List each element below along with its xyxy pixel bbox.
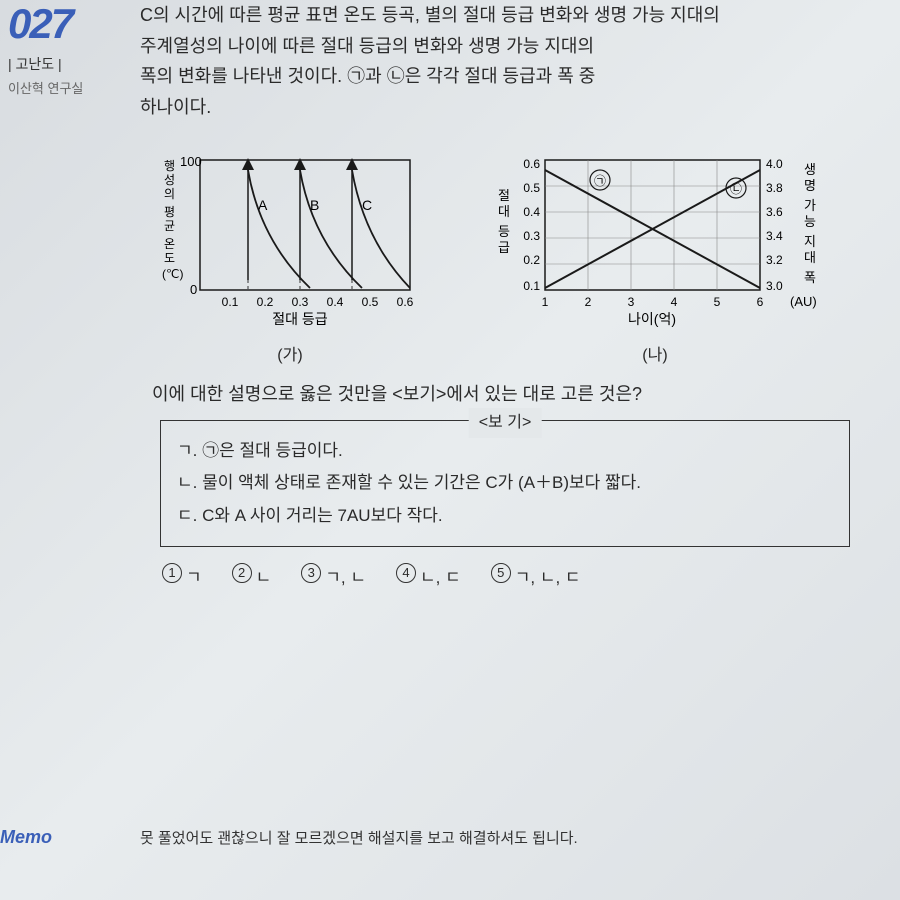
body-line: 하나이다. [140, 92, 870, 123]
svg-text:3.2: 3.2 [766, 253, 783, 267]
choice-text: ㄱ [186, 563, 202, 588]
svg-text:급: 급 [498, 240, 510, 255]
svg-text:0.5: 0.5 [523, 181, 540, 195]
svg-text:도: 도 [164, 251, 175, 265]
svg-text:0.2: 0.2 [523, 253, 540, 267]
question-number: 027 [8, 0, 118, 48]
svg-text:B: B [310, 197, 319, 213]
svg-text:0.1: 0.1 [523, 279, 540, 293]
bogi-box: <보 기> ㄱ. ㉠은 절대 등급이다. ㄴ. 물이 액체 상태로 존재할 수 … [160, 420, 850, 547]
chart-a: 행 성 의 평 균 온 도 (℃) 100 0 0.1 0.2 [150, 140, 430, 330]
svg-text:0.1: 0.1 [222, 295, 239, 309]
chart-a-caption: (가) [150, 341, 430, 365]
svg-text:㉡: ㉡ [730, 182, 742, 196]
svg-text:0.3: 0.3 [523, 229, 540, 243]
lab-credit: 이산혁 연구실 [8, 78, 118, 97]
svg-text:대: 대 [804, 250, 816, 265]
svg-text:대: 대 [498, 204, 510, 219]
svg-text:3.8: 3.8 [766, 181, 783, 195]
svg-text:0.5: 0.5 [362, 295, 379, 309]
chart-b: 절 대 등 급 생 명 가 능 지 대 폭 0.6 [490, 140, 820, 330]
body-line: 폭의 변화를 나타낸 것이다. ㉠과 ㉡은 각각 절대 등급과 폭 중 [140, 61, 870, 92]
choice-text: ㄴ, ㄷ [420, 563, 461, 588]
choice-text: ㄱ, ㄴ, ㄷ [515, 563, 581, 588]
choice-number: 2 [232, 563, 252, 583]
choice-number: 4 [396, 563, 416, 583]
svg-text:가: 가 [804, 198, 816, 213]
chart-a-xlabel: 절대 등급 [272, 311, 328, 327]
svg-text:3.0: 3.0 [766, 279, 783, 293]
svg-text:명: 명 [804, 178, 816, 193]
svg-text:0: 0 [190, 282, 197, 297]
svg-text:온: 온 [164, 237, 175, 251]
svg-text:C: C [362, 197, 372, 213]
svg-text:생: 생 [804, 162, 816, 177]
bogi-item: ㄷ. C와 A 사이 거리는 7AU보다 작다. [177, 500, 833, 532]
chart-b-wrap: 절 대 등 급 생 명 가 능 지 대 폭 0.6 [490, 140, 820, 365]
choice-text: ㄴ [256, 563, 272, 588]
choice-number: 3 [301, 563, 321, 583]
svg-text:0.6: 0.6 [523, 157, 540, 171]
svg-text:4: 4 [671, 295, 678, 309]
svg-text:3: 3 [628, 295, 635, 309]
svg-text:100: 100 [180, 154, 202, 169]
choice-number: 5 [491, 563, 511, 583]
choice-number: 1 [162, 563, 182, 583]
footer-note: 못 풀었어도 괜찮으니 잘 모르겠으면 해설지를 보고 해결하셔도 됩니다. [140, 827, 578, 848]
problem-body: C의 시간에 따른 평균 표면 온도 등곡, 별의 절대 등급 변화와 생명 가… [140, 0, 870, 122]
svg-text:0.4: 0.4 [523, 205, 540, 219]
chart-b-xunit: (AU) [790, 294, 817, 309]
choice-2[interactable]: 2 ㄴ [232, 563, 272, 588]
choice-text: ㄱ, ㄴ [325, 563, 366, 588]
answer-choices: 1 ㄱ 2 ㄴ 3 ㄱ, ㄴ 4 ㄴ, ㄷ 5 ㄱ, ㄴ, ㄷ [162, 563, 870, 588]
svg-text:A: A [258, 197, 268, 213]
choice-5[interactable]: 5 ㄱ, ㄴ, ㄷ [491, 563, 581, 588]
body-line: 주계열성의 나이에 따른 절대 등급의 변화와 생명 가능 지대의 [140, 31, 870, 62]
svg-text:4.0: 4.0 [766, 157, 783, 171]
svg-text:0.3: 0.3 [292, 295, 309, 309]
bogi-item: ㄴ. 물이 액체 상태로 존재할 수 있는 기간은 C가 (A＋B)보다 짧다. [177, 467, 833, 499]
svg-text:㉠: ㉠ [594, 174, 606, 188]
charts-row: 행 성 의 평 균 온 도 (℃) 100 0 0.1 0.2 [150, 140, 870, 365]
svg-text:0.2: 0.2 [257, 295, 274, 309]
svg-text:2: 2 [585, 295, 592, 309]
svg-text:행: 행 [164, 158, 175, 173]
chart-b-xlabel: 나이(억) [628, 311, 676, 327]
svg-text:(℃): (℃) [162, 267, 183, 281]
memo-label: Memo [0, 827, 52, 848]
svg-text:균: 균 [164, 219, 175, 233]
bogi-label: <보 기> [469, 408, 542, 438]
body-line: C의 시간에 따른 평균 표면 온도 등곡, 별의 절대 등급 변화와 생명 가… [140, 0, 870, 31]
bogi-item: ㄱ. ㉠은 절대 등급이다. [177, 435, 833, 467]
chart-b-caption: (나) [490, 341, 820, 365]
svg-text:3.6: 3.6 [766, 205, 783, 219]
svg-text:3.4: 3.4 [766, 229, 783, 243]
svg-text:지: 지 [804, 234, 816, 249]
svg-text:0.4: 0.4 [327, 295, 344, 309]
svg-text:능: 능 [804, 214, 816, 229]
svg-text:등: 등 [498, 224, 510, 239]
svg-text:폭: 폭 [804, 270, 816, 285]
svg-text:1: 1 [542, 295, 549, 309]
svg-text:5: 5 [714, 295, 721, 309]
svg-text:평: 평 [164, 205, 175, 219]
choice-3[interactable]: 3 ㄱ, ㄴ [301, 563, 366, 588]
left-sidebar: 027 | 고난도 | 이산혁 연구실 [8, 0, 118, 97]
question-text: 이에 대한 설명으로 옳은 것만을 <보기>에서 있는 대로 고른 것은? [140, 379, 870, 410]
difficulty-tag: | 고난도 | [8, 54, 118, 74]
choice-1[interactable]: 1 ㄱ [162, 563, 202, 588]
main-content: C의 시간에 따른 평균 표면 온도 등곡, 별의 절대 등급 변화와 생명 가… [140, 0, 870, 588]
svg-text:절: 절 [498, 188, 510, 203]
svg-text:6: 6 [757, 295, 764, 309]
choice-4[interactable]: 4 ㄴ, ㄷ [396, 563, 461, 588]
chart-a-wrap: 행 성 의 평 균 온 도 (℃) 100 0 0.1 0.2 [150, 140, 430, 365]
svg-text:성: 성 [164, 173, 175, 187]
svg-text:의: 의 [164, 187, 175, 201]
svg-text:0.6: 0.6 [397, 295, 414, 309]
